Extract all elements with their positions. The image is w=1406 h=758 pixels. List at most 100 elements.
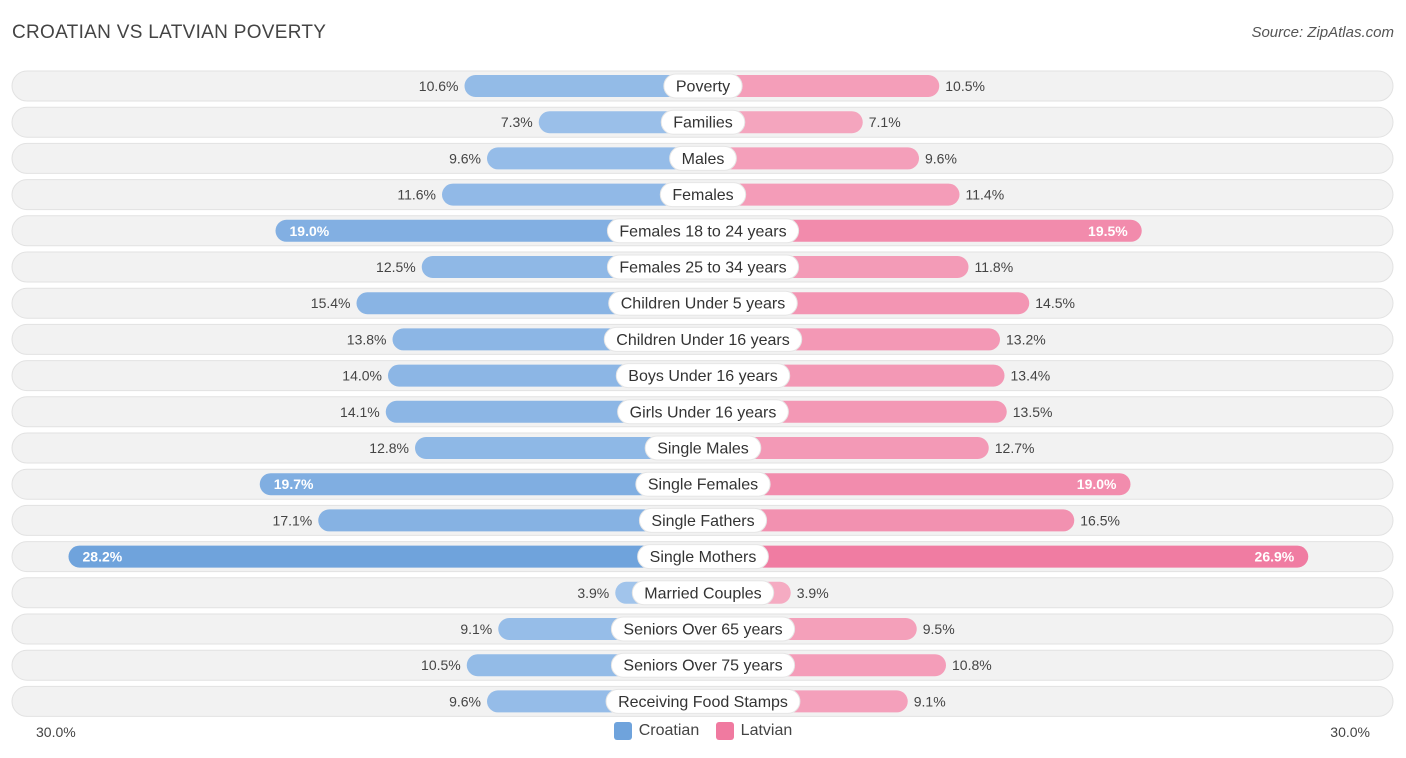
bar-latvian-single-mothers bbox=[695, 545, 1309, 568]
value-label-croatian-single-fathers: 17.1% bbox=[273, 512, 313, 528]
category-pill-single-fathers bbox=[638, 507, 768, 533]
bar-croatian-single-females bbox=[259, 473, 711, 496]
category-label-single-females: Single Females bbox=[648, 477, 758, 494]
value-label-croatian-single-mothers: 28.2% bbox=[83, 549, 123, 565]
category-pill-females-18-to-24-years bbox=[606, 218, 800, 244]
value-label-latvian-girls-under-16-years: 13.5% bbox=[1013, 404, 1053, 420]
category-label-single-mothers: Single Mothers bbox=[650, 549, 757, 566]
value-label-croatian-males: 9.6% bbox=[449, 150, 481, 166]
axis-max-label: 30.0% bbox=[1330, 724, 1370, 740]
chart-area: 10.6% 10.5% Poverty 7.3% 7.1% Families 9.6% 9.6… bbox=[11, 70, 1394, 717]
bar-croatian-females bbox=[442, 183, 711, 206]
category-label-females-25-to-34-years: Females 25 to 34 years bbox=[619, 260, 786, 277]
category-label-single-fathers: Single Fathers bbox=[651, 513, 754, 530]
value-label-croatian-seniors-over-65-years: 9.1% bbox=[460, 621, 492, 637]
category-pill-boys-under-16-years bbox=[615, 363, 791, 389]
value-label-croatian-seniors-over-75-years: 10.5% bbox=[421, 657, 461, 673]
category-label-single-males: Single Males bbox=[657, 441, 749, 458]
category-pill-females bbox=[659, 182, 747, 208]
value-label-croatian-single-females: 19.7% bbox=[274, 476, 314, 492]
category-pill-females-25-to-34-years bbox=[606, 254, 800, 280]
legend-item-croatian: Croatian bbox=[613, 722, 700, 740]
legend: Croatian Latvian bbox=[0, 722, 1406, 745]
value-label-latvian-single-mothers: 26.9% bbox=[1255, 549, 1295, 565]
category-label-females: Females bbox=[672, 187, 733, 204]
category-pill-families bbox=[660, 109, 746, 135]
value-label-latvian-females-18-to-24-years: 19.5% bbox=[1088, 223, 1128, 239]
legend-label-latvian: Latvian bbox=[740, 722, 793, 739]
bar-latvian-single-fathers bbox=[695, 509, 1075, 532]
value-label-croatian-females-18-to-24-years: 19.0% bbox=[290, 223, 330, 239]
legend-item-latvian: Latvian bbox=[715, 722, 793, 740]
value-label-latvian-families: 7.1% bbox=[869, 114, 901, 130]
category-label-seniors-over-75-years: Seniors Over 75 years bbox=[623, 658, 782, 675]
category-label-receiving-food-stamps: Receiving Food Stamps bbox=[618, 694, 788, 711]
bar-latvian-males bbox=[695, 147, 919, 170]
value-label-latvian-poverty: 10.5% bbox=[945, 78, 985, 94]
category-pill-children-under-16-years bbox=[603, 326, 803, 352]
value-label-latvian-boys-under-16-years: 13.4% bbox=[1011, 368, 1051, 384]
value-label-croatian-children-under-5-years: 15.4% bbox=[311, 295, 351, 311]
value-label-latvian-married-couples: 3.9% bbox=[797, 585, 829, 601]
category-pill-girls-under-16-years bbox=[617, 399, 789, 425]
chart-title: CROATIAN VS LATVIAN POVERTY bbox=[12, 22, 327, 43]
category-label-seniors-over-65-years: Seniors Over 65 years bbox=[623, 622, 782, 639]
category-label-girls-under-16-years: Girls Under 16 years bbox=[630, 404, 777, 421]
legend-swatch-croatian bbox=[613, 722, 632, 740]
value-label-latvian-single-females: 19.0% bbox=[1077, 476, 1117, 492]
value-label-latvian-receiving-food-stamps: 9.1% bbox=[914, 693, 946, 709]
value-label-croatian-females-25-to-34-years: 12.5% bbox=[376, 259, 416, 275]
bar-croatian-single-males bbox=[415, 437, 711, 459]
category-label-females-18-to-24-years: Females 18 to 24 years bbox=[619, 223, 786, 240]
bar-croatian-single-mothers bbox=[68, 545, 711, 568]
category-label-children-under-16-years: Children Under 16 years bbox=[616, 332, 789, 349]
value-label-croatian-females: 11.6% bbox=[397, 187, 436, 203]
value-label-latvian-seniors-over-65-years: 9.5% bbox=[923, 621, 955, 637]
category-pill-single-males bbox=[644, 435, 762, 461]
axis-min-label: 30.0% bbox=[36, 724, 76, 740]
bar-croatian-poverty bbox=[464, 75, 711, 97]
value-label-latvian-single-fathers: 16.5% bbox=[1080, 512, 1120, 528]
category-label-families: Families bbox=[673, 115, 733, 132]
value-label-croatian-single-males: 12.8% bbox=[369, 440, 409, 456]
category-label-married-couples: Married Couples bbox=[644, 585, 761, 602]
value-label-latvian-males: 9.6% bbox=[925, 150, 957, 166]
value-label-latvian-children-under-16-years: 13.2% bbox=[1006, 331, 1046, 347]
bar-latvian-females bbox=[695, 183, 960, 206]
category-label-boys-under-16-years: Boys Under 16 years bbox=[628, 368, 777, 385]
source-label: Source: ZipAtlas.com bbox=[1251, 24, 1394, 41]
bar-croatian-males bbox=[487, 147, 711, 170]
bar-latvian-poverty bbox=[695, 75, 940, 97]
category-label-poverty: Poverty bbox=[676, 79, 730, 96]
value-label-croatian-poverty: 10.6% bbox=[419, 78, 459, 94]
bar-latvian-females-18-to-24-years bbox=[695, 219, 1142, 242]
category-pill-children-under-5-years bbox=[608, 290, 798, 316]
value-label-latvian-single-males: 12.7% bbox=[995, 440, 1035, 456]
value-label-croatian-married-couples: 3.9% bbox=[577, 585, 609, 601]
value-label-latvian-females-25-to-34-years: 11.8% bbox=[975, 259, 1014, 275]
bar-latvian-single-females bbox=[695, 473, 1131, 496]
legend-swatch-latvian bbox=[715, 722, 734, 740]
value-label-croatian-boys-under-16-years: 14.0% bbox=[342, 368, 382, 384]
legend-label-croatian: Croatian bbox=[638, 722, 700, 739]
category-pill-seniors-over-65-years bbox=[610, 616, 796, 642]
value-label-croatian-families: 7.3% bbox=[501, 114, 533, 130]
category-pill-receiving-food-stamps bbox=[605, 688, 801, 714]
category-pill-seniors-over-75-years bbox=[610, 652, 796, 678]
value-label-croatian-children-under-16-years: 13.8% bbox=[347, 331, 387, 347]
bar-croatian-females-18-to-24-years bbox=[275, 219, 711, 242]
category-pill-poverty bbox=[663, 73, 743, 99]
category-pill-married-couples bbox=[631, 580, 775, 606]
category-pill-single-mothers bbox=[637, 544, 769, 570]
value-label-latvian-seniors-over-75-years: 10.8% bbox=[952, 657, 992, 673]
bar-croatian-single-fathers bbox=[318, 509, 711, 532]
bar-latvian-single-males bbox=[695, 437, 989, 459]
category-pill-single-females bbox=[635, 471, 771, 497]
value-label-latvian-children-under-5-years: 14.5% bbox=[1035, 295, 1075, 311]
category-label-children-under-5-years: Children Under 5 years bbox=[621, 296, 786, 313]
value-label-latvian-females: 11.4% bbox=[966, 187, 1005, 203]
category-label-males: Males bbox=[682, 151, 725, 168]
category-pill-males bbox=[669, 145, 737, 171]
value-label-croatian-girls-under-16-years: 14.1% bbox=[340, 404, 380, 420]
value-label-croatian-receiving-food-stamps: 9.6% bbox=[449, 693, 481, 709]
